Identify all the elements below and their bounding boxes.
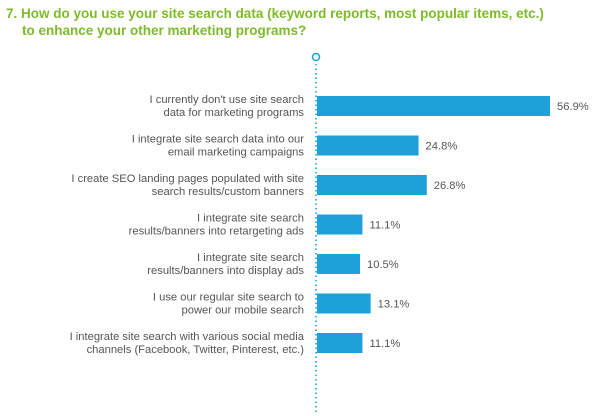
category-label-line: I integrate site search: [197, 213, 304, 225]
category-label-line: I currently don't use site search: [150, 94, 304, 106]
axis-top-marker: [311, 52, 321, 62]
category-label: I create SEO landing pages populated wit…: [71, 173, 304, 198]
title-line-1: 7. How do you use your site search data …: [6, 6, 544, 21]
category-label-line: results/banners into display ads: [147, 265, 304, 277]
bar: [317, 135, 419, 156]
labels-layer: 56.9% I currently don't use site search da…: [70, 94, 589, 356]
category-label: I integrate site search results/banners i…: [129, 213, 305, 238]
bar: [317, 333, 363, 353]
value-label: 11.1%: [369, 338, 400, 350]
category-label-line: I create SEO landing pages populated wit…: [71, 173, 304, 185]
category-label-line: results/banners into retargeting ads: [129, 226, 305, 238]
category-label: I use our regular site search to power ou…: [153, 292, 304, 317]
category-label-line: data for marketing programs: [163, 107, 304, 119]
value-label: 13.1%: [378, 299, 410, 311]
category-label-line: I integrate site search with various soc…: [70, 331, 305, 343]
category-label-line: email marketing campaigns: [168, 147, 305, 159]
value-label: 10.5%: [367, 259, 399, 271]
category-label: I currently don't use site search data fo…: [150, 94, 305, 119]
chart-title: 7. How do you use your site search data …: [6, 5, 606, 39]
category-label-line: power our mobile search: [182, 305, 305, 317]
axis-layer: [311, 52, 321, 412]
value-label: 11.1%: [369, 220, 400, 232]
bar: [317, 214, 363, 235]
category-label-line: I integrate site search data into our: [132, 134, 305, 146]
value-label: 26.8%: [434, 180, 466, 192]
category-label: I integrate site search results/banners i…: [147, 252, 304, 277]
title-line-2: to enhance your other marketing programs…: [22, 23, 307, 38]
value-label: 56.9%: [557, 101, 589, 113]
bar: [317, 254, 360, 274]
category-label-line: channels (Facebook, Twitter, Pinterest, …: [87, 344, 305, 356]
category-label-line: I use our regular site search to: [153, 292, 304, 304]
bar: [317, 96, 551, 116]
bar: [317, 175, 427, 195]
category-label-line: search results/custom banners: [152, 186, 305, 198]
category-label: I integrate site search with various soc…: [70, 331, 305, 356]
bar: [317, 293, 371, 314]
value-label: 24.8%: [426, 141, 458, 153]
bars-layer: [317, 96, 551, 353]
category-label-line: I integrate site search: [197, 252, 304, 264]
category-label: I integrate site search data into our ema…: [132, 134, 305, 159]
